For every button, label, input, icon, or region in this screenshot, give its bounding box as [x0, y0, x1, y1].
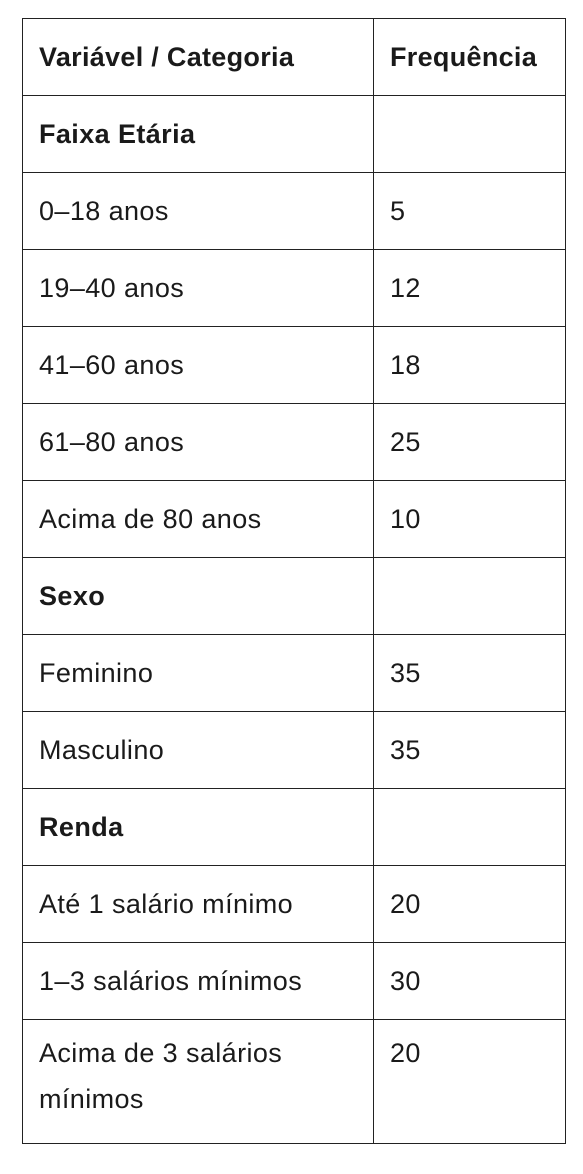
section-label: Renda — [22, 788, 374, 866]
category-label: Masculino — [22, 711, 374, 789]
category-label: 61–80 anos — [22, 403, 374, 481]
frequency-value-text: 20 — [390, 1038, 421, 1068]
table-row: 1–3 salários mínimos 30 — [22, 942, 566, 1020]
frequency-value: 35 — [373, 634, 566, 712]
table-header-row: Variável / Categoria Frequência — [22, 18, 566, 96]
table-row: 61–80 anos 25 — [22, 403, 566, 481]
section-label: Faixa Etária — [22, 95, 374, 173]
frequency-table: Variável / Categoria Frequência Faixa Et… — [22, 18, 566, 1144]
frequency-value: 12 — [373, 249, 566, 327]
frequency-value: 10 — [373, 480, 566, 558]
category-label: 19–40 anos — [22, 249, 374, 327]
category-label: Acima de 3 salários mínimos — [22, 1019, 374, 1144]
category-label: Feminino — [22, 634, 374, 712]
table-row: Feminino 35 — [22, 634, 566, 712]
table-row: Acima de 80 anos 10 — [22, 480, 566, 558]
table-row: 41–60 anos 18 — [22, 326, 566, 404]
table-row: Masculino 35 — [22, 711, 566, 789]
frequency-value: 18 — [373, 326, 566, 404]
table-row: Acima de 3 salários mínimos 20 — [22, 1019, 566, 1144]
header-frequency: Frequência — [373, 18, 566, 96]
table-row: 19–40 anos 12 — [22, 249, 566, 327]
table-row: 0–18 anos 5 — [22, 172, 566, 250]
frequency-value: 20 — [373, 865, 566, 943]
category-label: 0–18 anos — [22, 172, 374, 250]
section-row-age: Faixa Etária — [22, 95, 566, 173]
frequency-value: 25 — [373, 403, 566, 481]
frequency-value: 20 — [373, 1019, 566, 1144]
frequency-value: 5 — [373, 172, 566, 250]
category-label-text: Acima de 3 salários mínimos — [39, 1038, 283, 1114]
category-label: 1–3 salários mínimos — [22, 942, 374, 1020]
frequency-value: 30 — [373, 942, 566, 1020]
section-value — [373, 95, 566, 173]
section-label: Sexo — [22, 557, 374, 635]
table-row: Até 1 salário mínimo 20 — [22, 865, 566, 943]
category-label: Acima de 80 anos — [22, 480, 374, 558]
section-row-sex: Sexo — [22, 557, 566, 635]
section-value — [373, 788, 566, 866]
frequency-value: 35 — [373, 711, 566, 789]
section-value — [373, 557, 566, 635]
category-label: 41–60 anos — [22, 326, 374, 404]
header-variable-category: Variável / Categoria — [22, 18, 374, 96]
section-row-income: Renda — [22, 788, 566, 866]
category-label: Até 1 salário mínimo — [22, 865, 374, 943]
